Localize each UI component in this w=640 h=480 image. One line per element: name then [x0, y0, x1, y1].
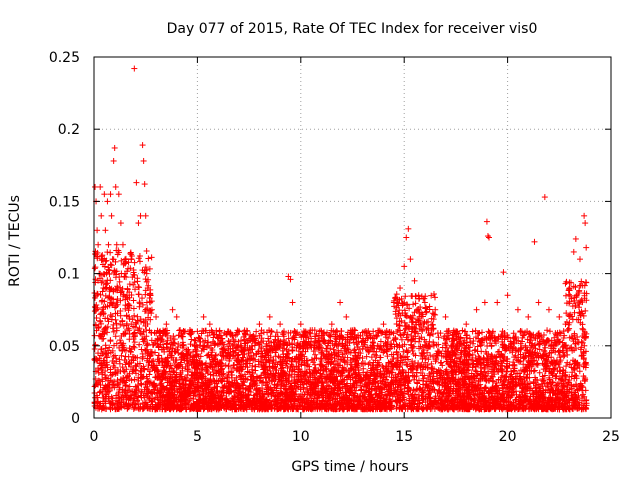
data-point	[169, 306, 176, 313]
data-point	[581, 212, 588, 219]
data-point	[200, 313, 207, 320]
data-point	[206, 321, 213, 328]
data-point	[556, 313, 563, 320]
data-point	[101, 191, 108, 198]
data-point	[137, 212, 144, 219]
data-point	[504, 292, 511, 299]
chart-title: Day 077 of 2015, Rate Of TEC Index for r…	[167, 21, 538, 37]
data-point	[328, 321, 335, 328]
dense-scatter-band	[91, 247, 590, 413]
data-point	[131, 65, 138, 72]
data-point	[113, 241, 120, 248]
data-point	[102, 227, 109, 234]
data-point	[92, 183, 99, 190]
data-point	[484, 233, 491, 240]
y-tick-label: 0	[71, 411, 80, 427]
data-point	[481, 299, 488, 306]
data-point	[95, 241, 102, 248]
data-point	[403, 234, 410, 241]
data-point	[105, 241, 112, 248]
data-point	[525, 313, 532, 320]
y-tick-label: 0.25	[49, 50, 80, 66]
data-point	[256, 321, 263, 328]
x-tick-label: 15	[395, 429, 413, 445]
data-point	[139, 142, 146, 149]
data-point	[108, 212, 115, 219]
data-point	[432, 306, 439, 313]
data-point	[98, 212, 105, 219]
data-point	[153, 313, 160, 320]
x-tick-label: 10	[292, 429, 310, 445]
data-point	[405, 225, 412, 232]
data-point	[397, 285, 404, 292]
data-point	[343, 313, 350, 320]
data-point	[289, 299, 296, 306]
x-tick-label: 25	[602, 429, 620, 445]
data-point	[442, 313, 449, 320]
data-point	[297, 321, 304, 328]
data-point	[411, 277, 418, 284]
data-point	[483, 218, 490, 225]
data-point	[582, 220, 589, 227]
plot-frame	[93, 56, 612, 419]
data-point	[112, 183, 119, 190]
data-point	[135, 220, 142, 227]
axes: 0 5 10 15 20 25 0 0.05 0.1 0.15 0.2 0.25	[49, 50, 620, 445]
y-tick-label: 0.15	[49, 194, 80, 210]
y-tick-label: 0.2	[58, 122, 80, 138]
data-point	[407, 256, 414, 263]
data-point	[173, 313, 180, 320]
data-point	[535, 299, 542, 306]
data-point	[570, 248, 577, 255]
data-points	[91, 65, 590, 413]
data-point	[140, 157, 147, 164]
data-point	[494, 299, 501, 306]
data-point	[531, 238, 538, 245]
data-point	[94, 227, 101, 234]
data-point	[104, 198, 111, 205]
data-point	[117, 220, 124, 227]
data-point	[583, 244, 590, 251]
y-axis-label: ROTI / TECUs	[7, 195, 23, 287]
data-point	[380, 321, 387, 328]
data-point	[463, 321, 470, 328]
data-point	[142, 212, 149, 219]
data-point	[107, 191, 114, 198]
data-point	[337, 299, 344, 306]
data-point	[287, 276, 294, 283]
data-point	[421, 299, 428, 306]
data-point	[572, 235, 579, 242]
x-tick-label: 5	[193, 429, 202, 445]
data-point	[119, 241, 126, 248]
data-point	[163, 321, 170, 328]
data-point	[485, 234, 492, 241]
x-tick-label: 20	[499, 429, 517, 445]
data-point	[111, 144, 118, 151]
data-point	[97, 183, 104, 190]
data-point	[277, 321, 284, 328]
data-point	[115, 191, 122, 198]
data-point	[545, 306, 552, 313]
x-tick-label: 0	[90, 429, 99, 445]
data-point	[133, 179, 140, 186]
y-tick-label: 0.1	[58, 267, 80, 283]
x-axis-label: GPS time / hours	[291, 459, 408, 475]
data-point	[110, 157, 117, 164]
data-point	[266, 313, 273, 320]
data-point	[473, 306, 480, 313]
y-tick-label: 0.05	[49, 339, 80, 355]
data-point	[194, 328, 201, 335]
data-point	[576, 256, 583, 263]
data-point	[541, 194, 548, 201]
data-point	[401, 263, 408, 270]
data-point	[500, 269, 507, 276]
data-point	[141, 181, 148, 188]
data-point	[514, 306, 521, 313]
